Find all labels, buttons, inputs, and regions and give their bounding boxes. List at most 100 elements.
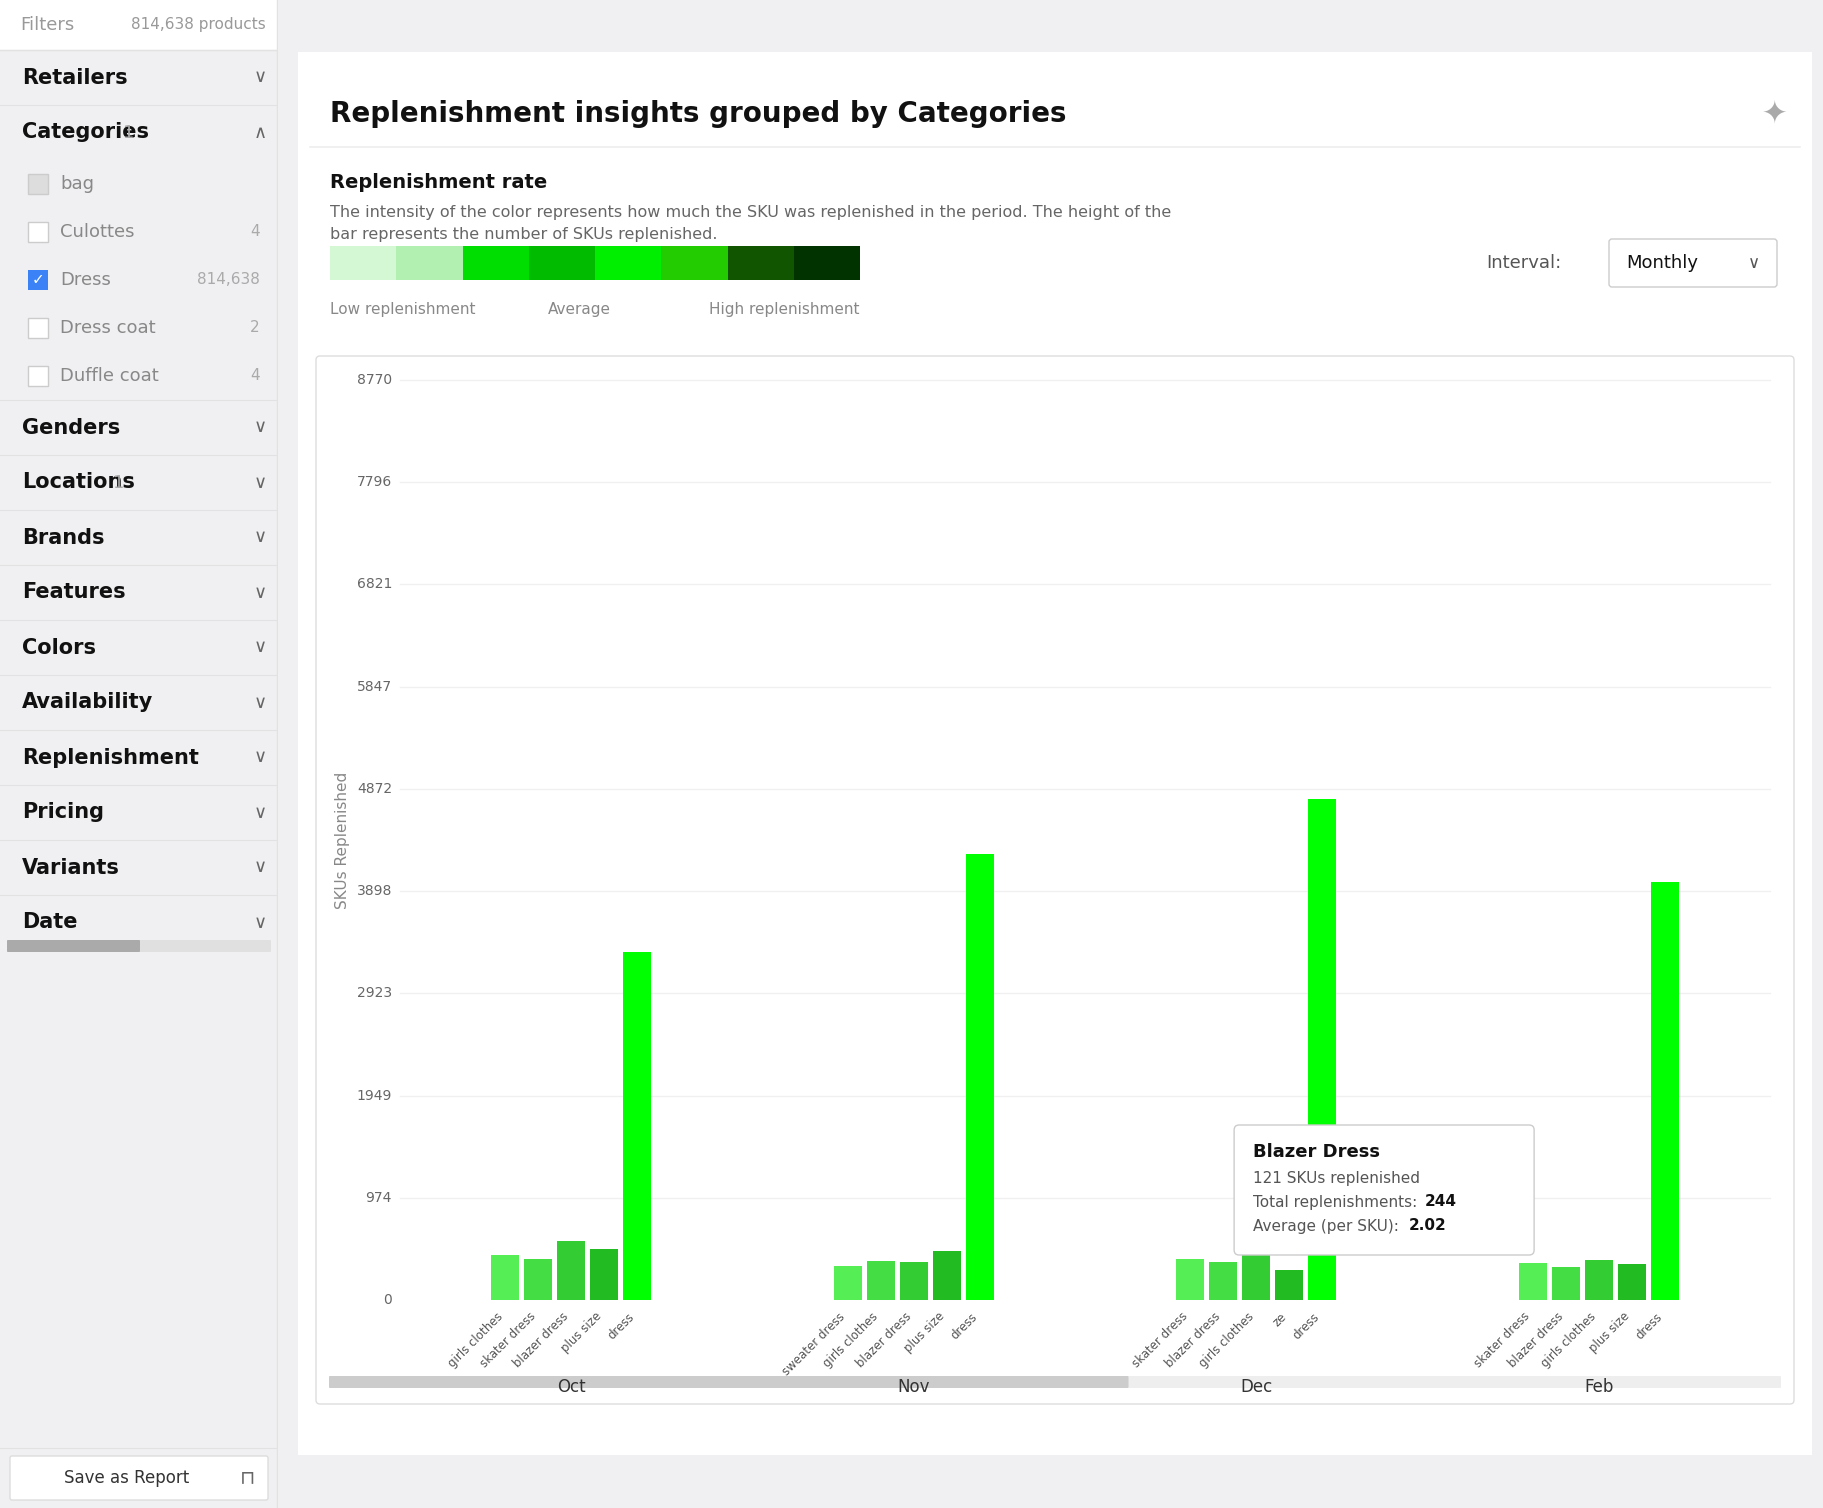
Text: ∨: ∨ <box>253 419 266 436</box>
Text: ∨: ∨ <box>253 914 266 932</box>
Text: Genders: Genders <box>22 418 120 437</box>
Text: Dress coat: Dress coat <box>60 320 155 336</box>
Text: ✓: ✓ <box>31 273 44 288</box>
Bar <box>1241 1256 1269 1300</box>
Text: blazer dress: blazer dress <box>1504 1310 1564 1371</box>
Text: 2.02: 2.02 <box>1409 1218 1446 1234</box>
Text: Dec: Dec <box>1240 1378 1272 1396</box>
Bar <box>662 246 727 280</box>
Text: Average: Average <box>547 302 611 317</box>
FancyBboxPatch shape <box>294 48 1816 1460</box>
Text: girls clothes: girls clothes <box>1539 1310 1599 1369</box>
Text: ∨: ∨ <box>1746 253 1759 271</box>
Text: Replenishment rate: Replenishment rate <box>330 172 547 192</box>
Bar <box>1617 1264 1644 1300</box>
Text: 7796: 7796 <box>357 475 392 489</box>
Text: The intensity of the color represents how much the SKU was replenished in the pe: The intensity of the color represents ho… <box>330 205 1170 220</box>
Text: Colors: Colors <box>22 638 97 657</box>
Text: blazer dress: blazer dress <box>1163 1310 1223 1371</box>
FancyBboxPatch shape <box>328 1375 1779 1387</box>
Text: ⊓: ⊓ <box>241 1469 255 1487</box>
Text: Average (per SKU):: Average (per SKU): <box>1252 1218 1404 1234</box>
FancyBboxPatch shape <box>27 173 47 195</box>
Text: 6821: 6821 <box>357 578 392 591</box>
Bar <box>964 854 994 1300</box>
Bar <box>396 246 463 280</box>
Text: ∧: ∧ <box>253 124 266 142</box>
Bar <box>932 1250 961 1300</box>
FancyBboxPatch shape <box>9 1457 268 1500</box>
Text: 814,638: 814,638 <box>197 273 261 288</box>
Bar <box>463 246 529 280</box>
Bar <box>866 1261 895 1300</box>
Text: Locations: Locations <box>22 472 135 493</box>
Text: Retailers: Retailers <box>22 68 128 87</box>
Text: Monthly: Monthly <box>1624 253 1697 271</box>
Text: blazer dress: blazer dress <box>510 1310 571 1371</box>
FancyBboxPatch shape <box>7 939 272 952</box>
Text: Pricing: Pricing <box>22 802 104 822</box>
Text: Save as Report: Save as Report <box>64 1469 190 1487</box>
Text: Availability: Availability <box>22 692 153 712</box>
Text: Interval:: Interval: <box>1486 253 1560 271</box>
Text: ∨: ∨ <box>253 528 266 546</box>
Bar <box>1650 882 1677 1300</box>
Bar <box>330 246 396 280</box>
Text: 974: 974 <box>365 1191 392 1205</box>
Bar <box>899 1262 928 1300</box>
Text: Filters: Filters <box>20 17 75 35</box>
Bar <box>1307 799 1336 1300</box>
Text: ∨: ∨ <box>253 748 266 766</box>
Text: Variants: Variants <box>22 858 120 878</box>
Text: blazer dress: blazer dress <box>853 1310 913 1371</box>
Text: dress: dress <box>948 1310 979 1342</box>
Text: ∨: ∨ <box>253 858 266 876</box>
Text: 4872: 4872 <box>357 783 392 796</box>
FancyBboxPatch shape <box>27 270 47 290</box>
Text: 4: 4 <box>250 368 261 383</box>
Text: 1: 1 <box>122 124 135 142</box>
Text: Dress: Dress <box>60 271 111 290</box>
Bar <box>623 952 651 1300</box>
Text: 0: 0 <box>383 1292 392 1307</box>
Text: Low replenishment: Low replenishment <box>330 302 476 317</box>
Text: Total replenishments:: Total replenishments: <box>1252 1194 1422 1209</box>
Text: ∨: ∨ <box>253 474 266 492</box>
Bar <box>727 246 793 280</box>
Text: skater dress: skater dress <box>1128 1310 1190 1371</box>
FancyBboxPatch shape <box>328 1375 1128 1387</box>
Text: SKUs Replenished: SKUs Replenished <box>334 772 350 909</box>
Text: 814,638 products: 814,638 products <box>131 18 266 33</box>
Text: 3898: 3898 <box>357 884 392 899</box>
Bar <box>1209 1262 1236 1300</box>
FancyBboxPatch shape <box>27 222 47 241</box>
Text: Duffle coat: Duffle coat <box>60 366 159 385</box>
Text: ze: ze <box>1271 1310 1289 1329</box>
Bar <box>1551 1268 1579 1300</box>
Text: Oct: Oct <box>556 1378 585 1396</box>
Bar <box>591 1249 618 1300</box>
Text: High replenishment: High replenishment <box>709 302 859 317</box>
Text: ∨: ∨ <box>253 638 266 656</box>
FancyBboxPatch shape <box>7 939 140 952</box>
Bar <box>1274 1270 1303 1300</box>
Text: plus size: plus size <box>558 1310 603 1356</box>
Text: Date: Date <box>22 912 77 932</box>
FancyBboxPatch shape <box>27 366 47 386</box>
Text: Replenishment: Replenishment <box>22 748 199 768</box>
Text: Features: Features <box>22 582 126 603</box>
Text: bar represents the number of SKUs replenished.: bar represents the number of SKUs replen… <box>330 228 716 243</box>
Bar <box>558 1241 585 1300</box>
Text: girls clothes: girls clothes <box>820 1310 881 1369</box>
FancyBboxPatch shape <box>315 356 1794 1404</box>
Text: Categories: Categories <box>22 122 149 142</box>
FancyBboxPatch shape <box>1234 1125 1533 1255</box>
Text: Culottes: Culottes <box>60 223 135 241</box>
Text: ∨: ∨ <box>253 584 266 602</box>
Text: girls clothes: girls clothes <box>1196 1310 1256 1369</box>
Text: girls clothes: girls clothes <box>445 1310 505 1369</box>
Text: ∨: ∨ <box>253 804 266 822</box>
Text: dress: dress <box>605 1310 636 1342</box>
Text: ∨: ∨ <box>253 68 266 86</box>
Text: bag: bag <box>60 175 95 193</box>
